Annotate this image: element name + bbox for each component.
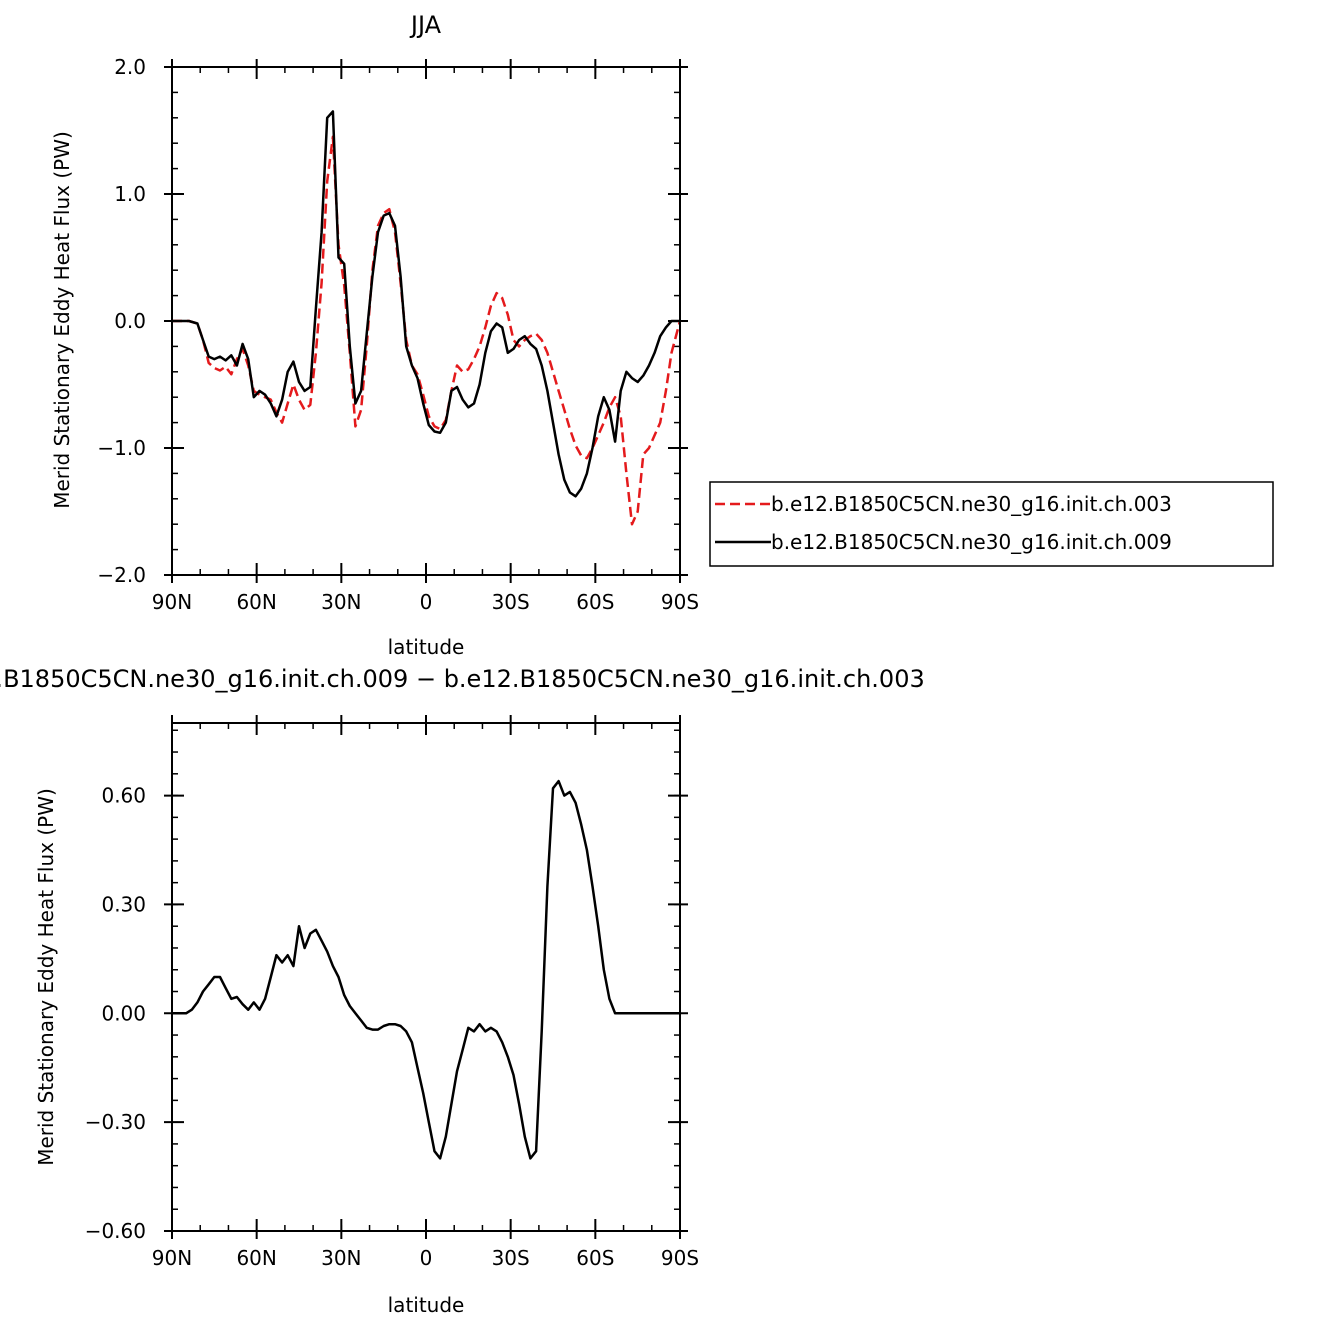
y-tick-label: 0.0 <box>114 309 146 333</box>
bottom-plot-frame <box>171 722 681 1232</box>
series-line-1 <box>172 779 680 1160</box>
bottom-panel: b.e12.B1850C5CN.ne30_g16.init.ch.009 − b… <box>0 665 925 1317</box>
x-tick-label: 30N <box>321 590 361 614</box>
x-tick-label: 60N <box>236 1246 276 1270</box>
x-tick-label: 0 <box>420 590 433 614</box>
x-tick-label: 60S <box>576 1246 614 1270</box>
y-tick-label: −0.30 <box>85 1110 146 1134</box>
x-tick-label: 90N <box>152 590 192 614</box>
bottom-y-axis-label: Merid Stationary Eddy Heat Flux (PW) <box>34 788 58 1166</box>
y-tick-label: 2.0 <box>114 55 146 79</box>
y-tick-label: −2.0 <box>97 563 146 587</box>
legend-entry-series-2: b.e12.B1850C5CN.ne30_g16.init.ch.009 <box>771 530 1172 554</box>
y-tick-label: 0.60 <box>101 784 146 808</box>
bottom-chart-title: b.e12.B1850C5CN.ne30_g16.init.ch.009 − b… <box>0 665 925 693</box>
legend-entry-series-1: b.e12.B1850C5CN.ne30_g16.init.ch.003 <box>771 492 1172 516</box>
x-tick-label: 30S <box>492 1246 530 1270</box>
top-y-axis-label: Merid Stationary Eddy Heat Flux (PW) <box>50 131 74 509</box>
top-plot-frame <box>171 66 681 576</box>
x-tick-label: 60S <box>576 590 614 614</box>
series-line-2 <box>172 110 680 498</box>
legend: b.e12.B1850C5CN.ne30_g16.init.ch.003 b.e… <box>709 481 1274 567</box>
y-tick-label: 1.0 <box>114 182 146 206</box>
y-tick-label: −1.0 <box>97 436 146 460</box>
bottom-x-axis-label: latitude <box>388 1293 465 1317</box>
y-tick-label: −0.60 <box>85 1219 146 1243</box>
y-tick-label: 0.00 <box>101 1001 146 1025</box>
top-x-axis-label: latitude <box>388 635 465 659</box>
x-tick-label: 90S <box>661 1246 699 1270</box>
top-panel: JJA latitude Merid Stationary Eddy Heat … <box>50 11 1274 659</box>
top-chart-title: JJA <box>409 11 442 39</box>
legend-box <box>709 481 1274 567</box>
x-tick-label: 90N <box>152 1246 192 1270</box>
x-tick-label: 90S <box>661 590 699 614</box>
x-tick-label: 0 <box>420 1246 433 1270</box>
x-tick-label: 30S <box>492 590 530 614</box>
x-tick-label: 30N <box>321 1246 361 1270</box>
x-tick-label: 60N <box>236 590 276 614</box>
series-line-1 <box>172 135 682 526</box>
y-tick-label: 0.30 <box>101 892 146 916</box>
